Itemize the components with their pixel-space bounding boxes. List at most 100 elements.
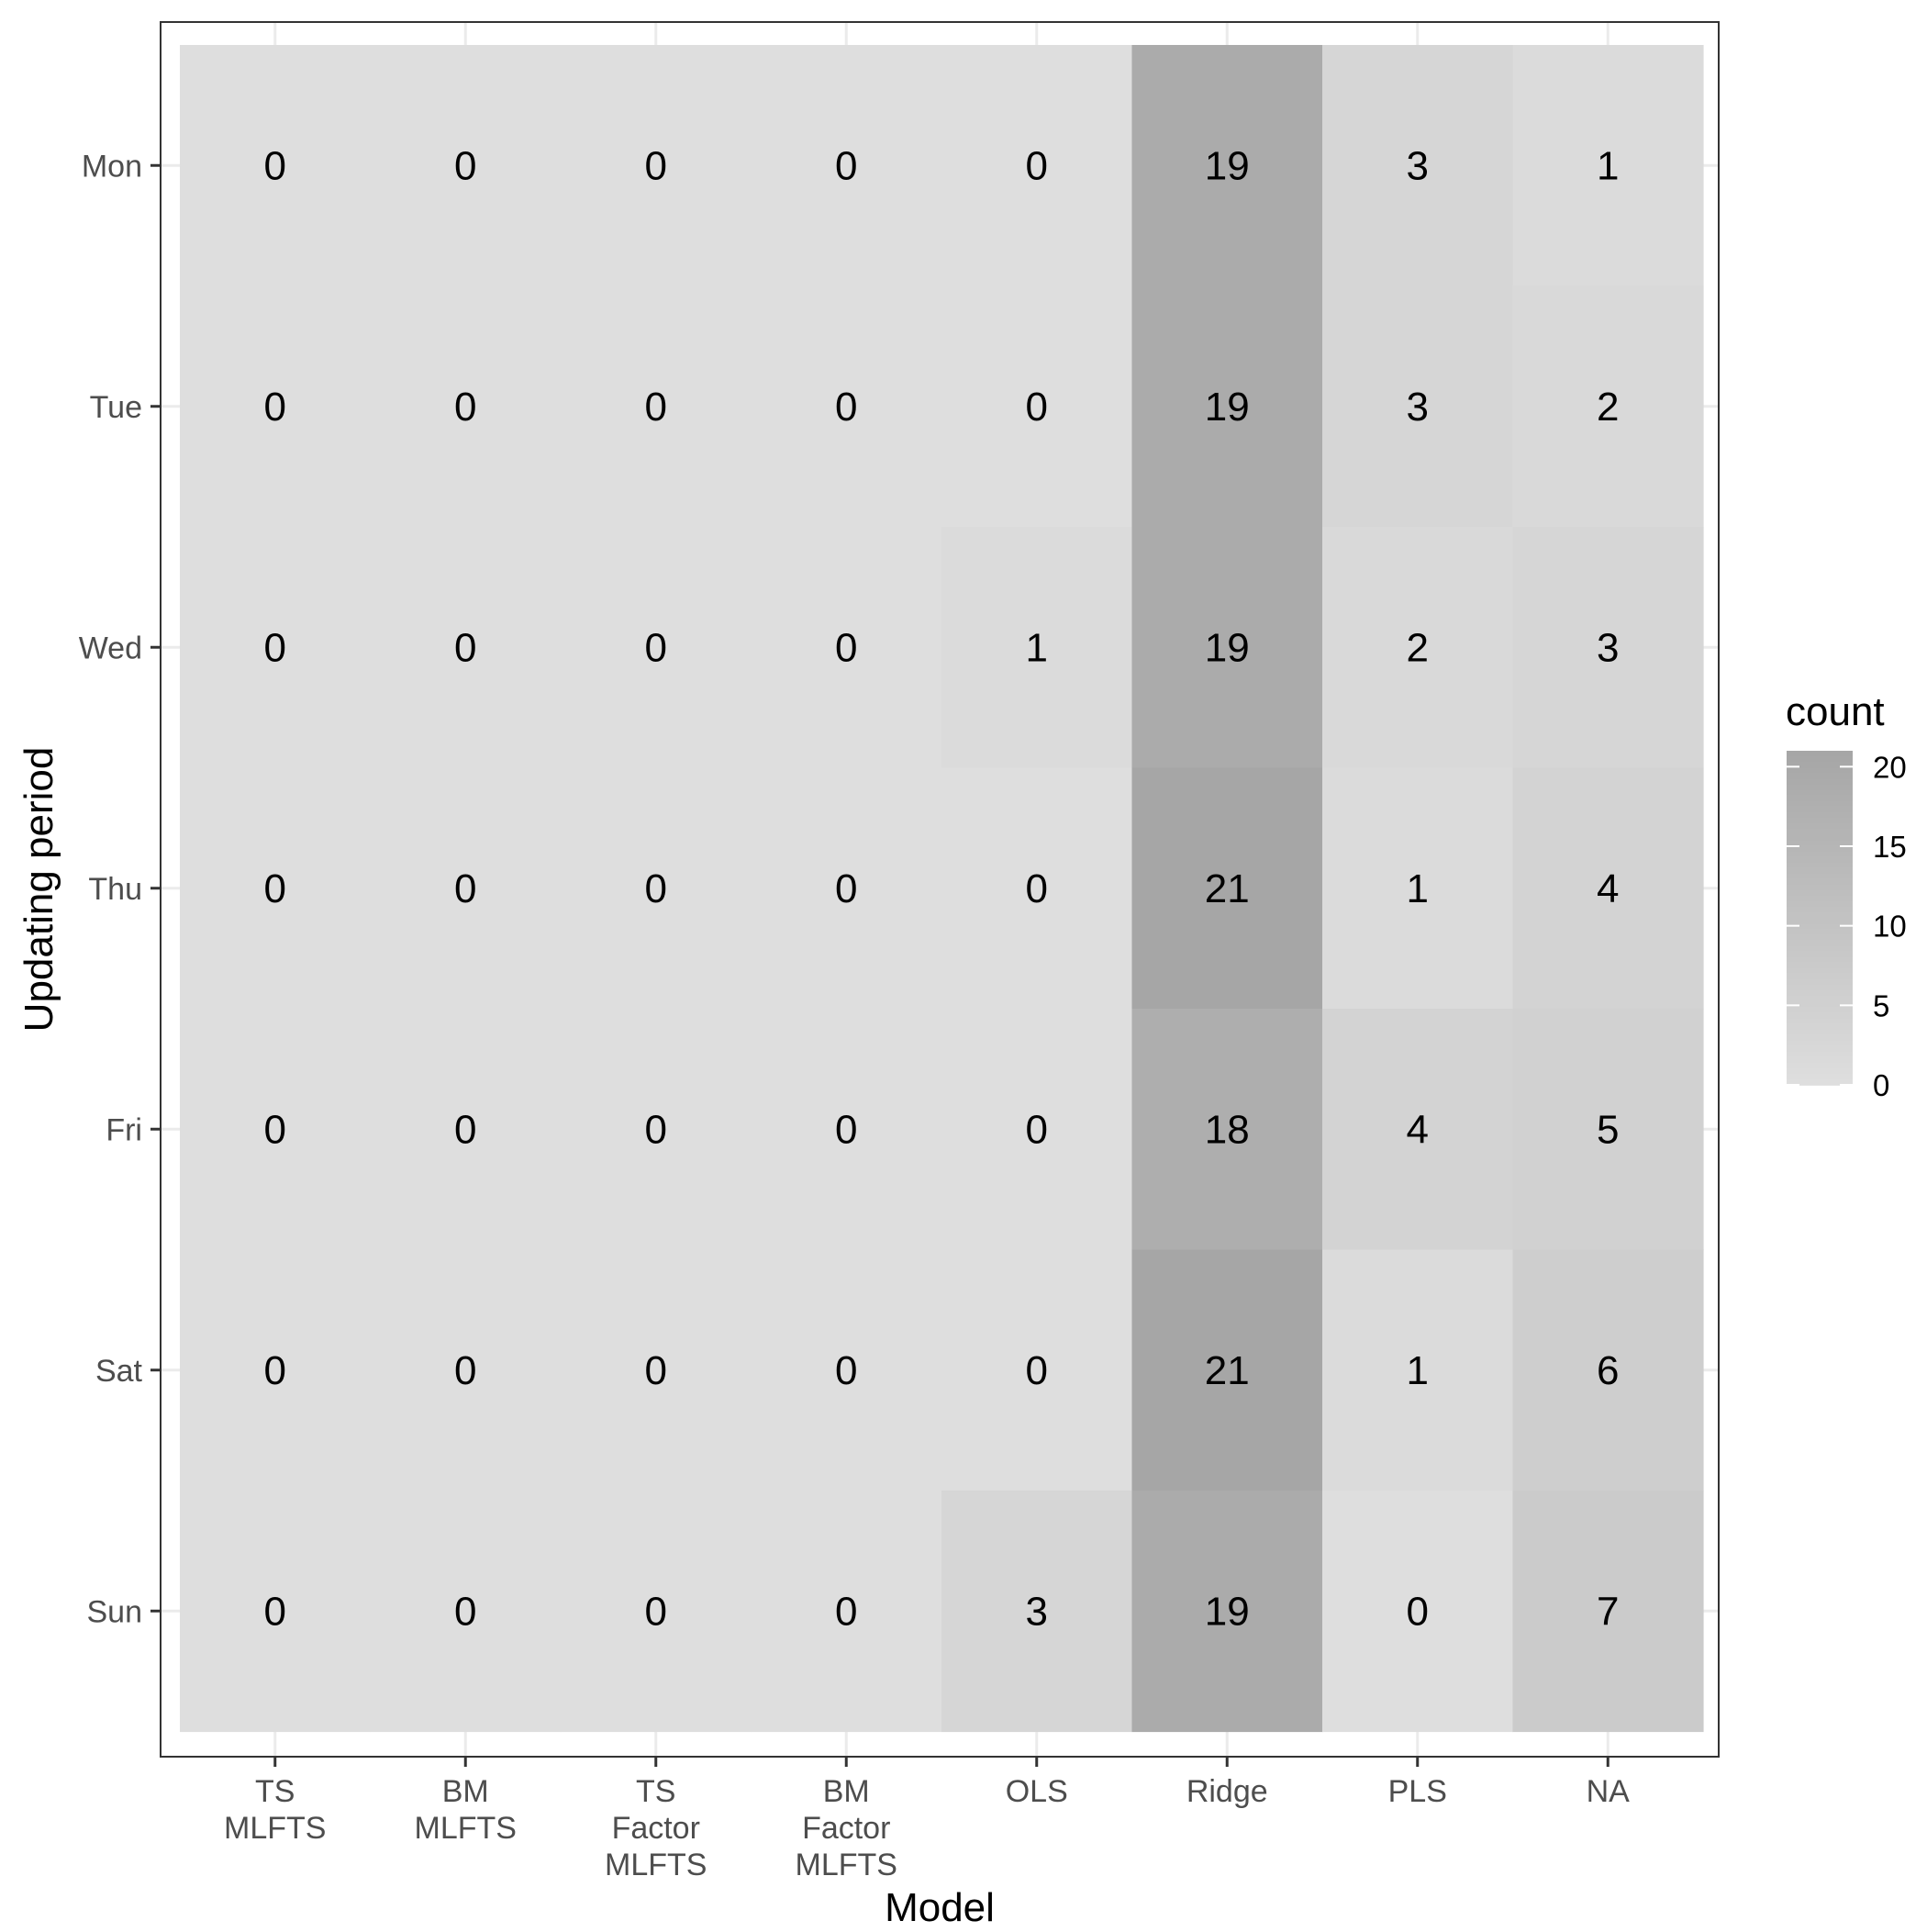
legend-gradient-segment <box>1787 1067 1853 1075</box>
legend-gradient-segment <box>1787 911 1853 919</box>
legend-tick-label: 0 <box>1873 1068 1889 1102</box>
legend-gradient-segment <box>1787 984 1853 991</box>
cell-value-label: 1 <box>1407 1348 1429 1393</box>
x-tick-label: Ridge <box>1186 1774 1268 1809</box>
legend-tick-label: 5 <box>1873 988 1889 1022</box>
legend-gradient-segment <box>1787 934 1853 942</box>
legend-gradient-segment <box>1787 828 1853 835</box>
cell-value-label: 0 <box>645 1589 667 1634</box>
x-tick-label: MLFTS <box>224 1811 326 1846</box>
heatmap-cell <box>1512 1491 1704 1733</box>
legend-gradient-segment <box>1787 895 1853 902</box>
legend-gradient-segment <box>1787 862 1853 869</box>
legend-gradient-segment <box>1787 1012 1853 1019</box>
heatmap-cell <box>180 767 372 1010</box>
heatmap-cell <box>751 1491 942 1733</box>
heatmap-cell <box>1131 1009 1323 1251</box>
heatmap-cell <box>751 45 942 287</box>
legend-gradient-segment <box>1787 878 1853 886</box>
heatmap-cell <box>941 1009 1133 1251</box>
legend-gradient-segment <box>1787 940 1853 947</box>
heatmap-cell <box>751 527 942 769</box>
cell-value-label: 0 <box>835 625 857 670</box>
legend-gradient-segment <box>1787 867 1853 875</box>
cell-value-label: 0 <box>1026 1107 1048 1152</box>
y-axis-title: Updating period <box>17 747 61 1033</box>
legend-gradient-segment <box>1787 1007 1853 1013</box>
heatmap-cell <box>561 45 752 287</box>
cell-value-label: 0 <box>264 385 286 430</box>
x-tick-label: TS <box>255 1774 295 1809</box>
cell-value-label: 21 <box>1205 866 1250 911</box>
legend-gradient-segment <box>1787 929 1853 935</box>
cell-value-label: 0 <box>645 866 667 911</box>
heatmap-cell <box>1131 285 1323 528</box>
heatmap-cell <box>370 285 562 528</box>
cell-value-label: 6 <box>1597 1348 1619 1393</box>
cell-value-label: 5 <box>1597 1107 1619 1152</box>
heatmap-cell <box>561 1491 752 1733</box>
heatmap-cell <box>370 1009 562 1251</box>
heatmap-cell <box>561 1009 752 1251</box>
heatmap-cell <box>1322 285 1514 528</box>
heatmap-cell <box>941 285 1133 528</box>
legend-gradient-segment <box>1787 906 1853 913</box>
heatmap-cell <box>180 45 372 287</box>
legend-gradient-segment <box>1787 884 1853 891</box>
legend-gradient-segment <box>1787 1029 1853 1036</box>
cell-value-label: 0 <box>1026 143 1048 188</box>
legend-gradient-segment <box>1787 822 1853 830</box>
heatmap-cell <box>941 767 1133 1010</box>
cell-value-label: 19 <box>1205 385 1250 430</box>
cell-value-label: 0 <box>835 143 857 188</box>
legend-gradient-segment <box>1787 834 1853 841</box>
heatmap-cell <box>180 527 372 769</box>
legend-gradient-segment <box>1787 1073 1853 1080</box>
cell-value-label: 0 <box>835 385 857 430</box>
x-tick-label: Factor <box>612 1811 700 1846</box>
heatmap-cell <box>1322 45 1514 287</box>
cell-value-label: 19 <box>1205 1589 1250 1634</box>
cell-value-label: 0 <box>1026 866 1048 911</box>
heatmap-cell <box>1512 285 1704 528</box>
heatmap-cell <box>370 1249 562 1491</box>
cell-value-label: 0 <box>645 1348 667 1393</box>
heatmap-cell <box>1322 1249 1514 1491</box>
cell-value-label: 0 <box>645 1107 667 1152</box>
cell-value-label: 0 <box>454 143 476 188</box>
cell-value-label: 3 <box>1407 385 1429 430</box>
heatmap-cell <box>1512 1249 1704 1491</box>
legend-gradient-segment <box>1787 778 1853 786</box>
heatmap-cell <box>1131 45 1323 287</box>
x-tick-label: MLFTS <box>796 1848 897 1882</box>
cell-value-label: 18 <box>1205 1107 1250 1152</box>
legend-gradient-segment <box>1787 806 1853 813</box>
cell-value-label: 2 <box>1597 385 1619 430</box>
heatmap-cell <box>370 1491 562 1733</box>
heatmap-cell <box>180 1491 372 1733</box>
y-tick-label: Tue <box>90 390 142 425</box>
legend-gradient-segment <box>1787 767 1853 775</box>
heatmap-cell <box>941 45 1133 287</box>
cell-value-label: 0 <box>835 1348 857 1393</box>
legend-gradient-segment <box>1787 811 1853 819</box>
heatmap-cell <box>1131 1491 1323 1733</box>
legend-gradient-segment <box>1787 978 1853 986</box>
cell-value-label: 19 <box>1205 625 1250 670</box>
x-tick-label: OLS <box>1006 1774 1068 1809</box>
heatmap-cell <box>1131 1249 1323 1491</box>
heatmap-cell <box>751 285 942 528</box>
y-tick-label: Mon <box>82 149 142 184</box>
cell-value-label: 3 <box>1407 143 1429 188</box>
legend-gradient-segment <box>1787 756 1853 763</box>
heatmap-cell <box>1512 1009 1704 1251</box>
heatmap-cell <box>370 45 562 287</box>
legend-gradient-segment <box>1787 1062 1853 1069</box>
legend-gradient-segment <box>1787 1040 1853 1047</box>
legend-gradient-segment <box>1787 989 1853 997</box>
cell-value-label: 0 <box>835 1107 857 1152</box>
cell-value-label: 1 <box>1026 625 1048 670</box>
legend-gradient-segment <box>1787 995 1853 1002</box>
